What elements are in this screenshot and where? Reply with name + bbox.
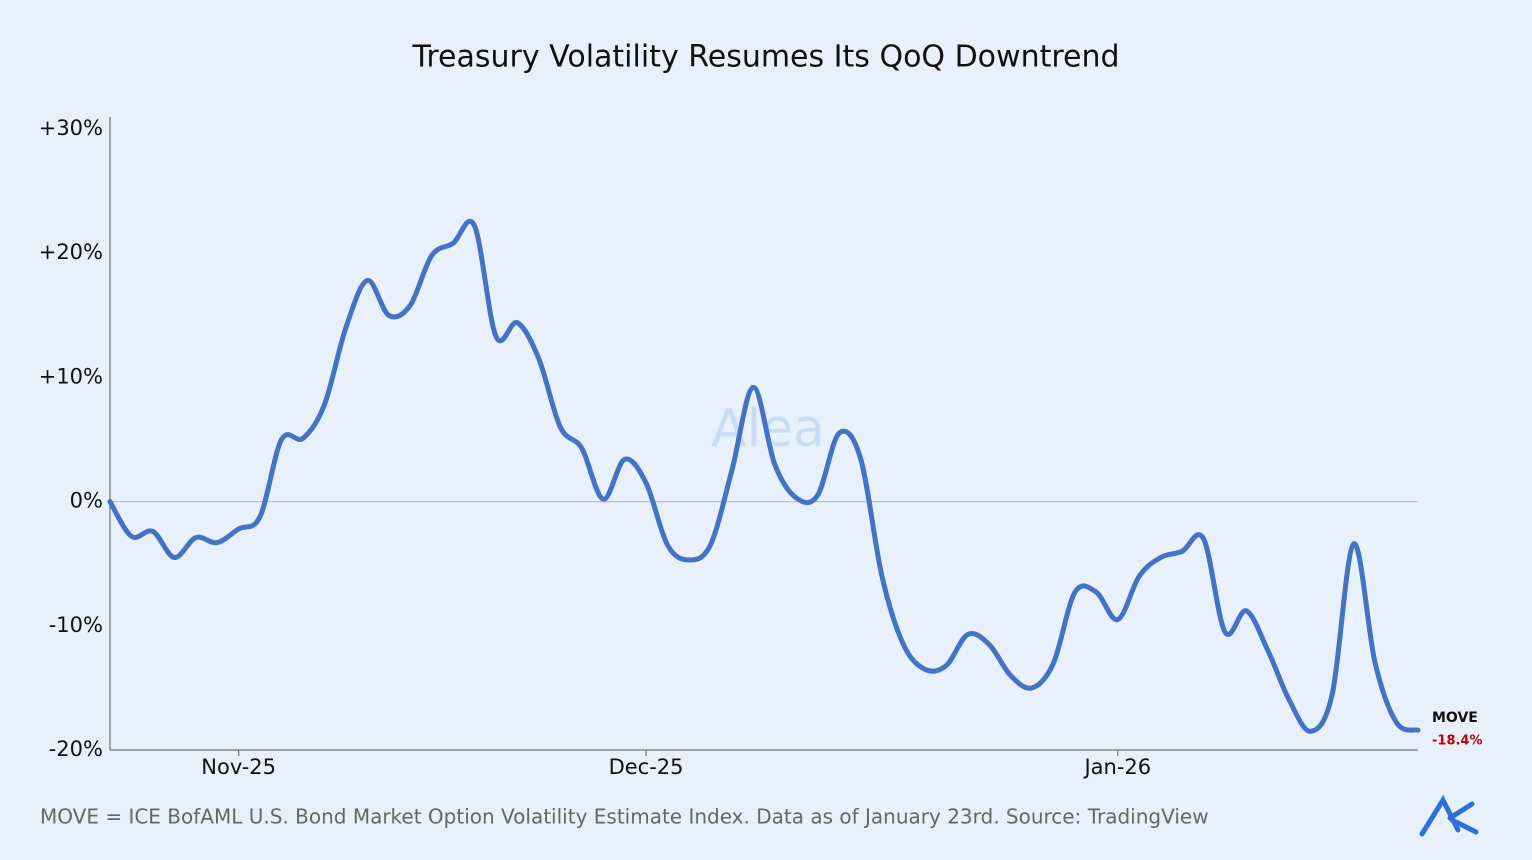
y-tick-label: +10%: [39, 364, 103, 388]
x-tick-label: Jan-26: [1082, 755, 1151, 779]
x-tick-label: Dec-25: [609, 755, 684, 779]
value-label: -18.4%: [1432, 734, 1483, 749]
chart-title: Treasury Volatility Resumes Its QoQ Down…: [411, 40, 1119, 75]
y-tick-label: -20%: [49, 737, 103, 761]
line-series: [107, 218, 1421, 734]
y-tick-label: -10%: [49, 613, 103, 637]
y-tick-label: +30%: [39, 116, 103, 140]
logo: [1419, 794, 1479, 837]
series-label: MOVE: [1432, 710, 1478, 726]
y-tick-label: +20%: [39, 240, 103, 264]
y-tick-label: 0%: [70, 489, 103, 513]
logo-mark: [1447, 801, 1479, 835]
footnote: MOVE = ICE BofAML U.S. Bond Market Optio…: [40, 805, 1209, 829]
x-tick-label: Nov-25: [201, 755, 276, 779]
